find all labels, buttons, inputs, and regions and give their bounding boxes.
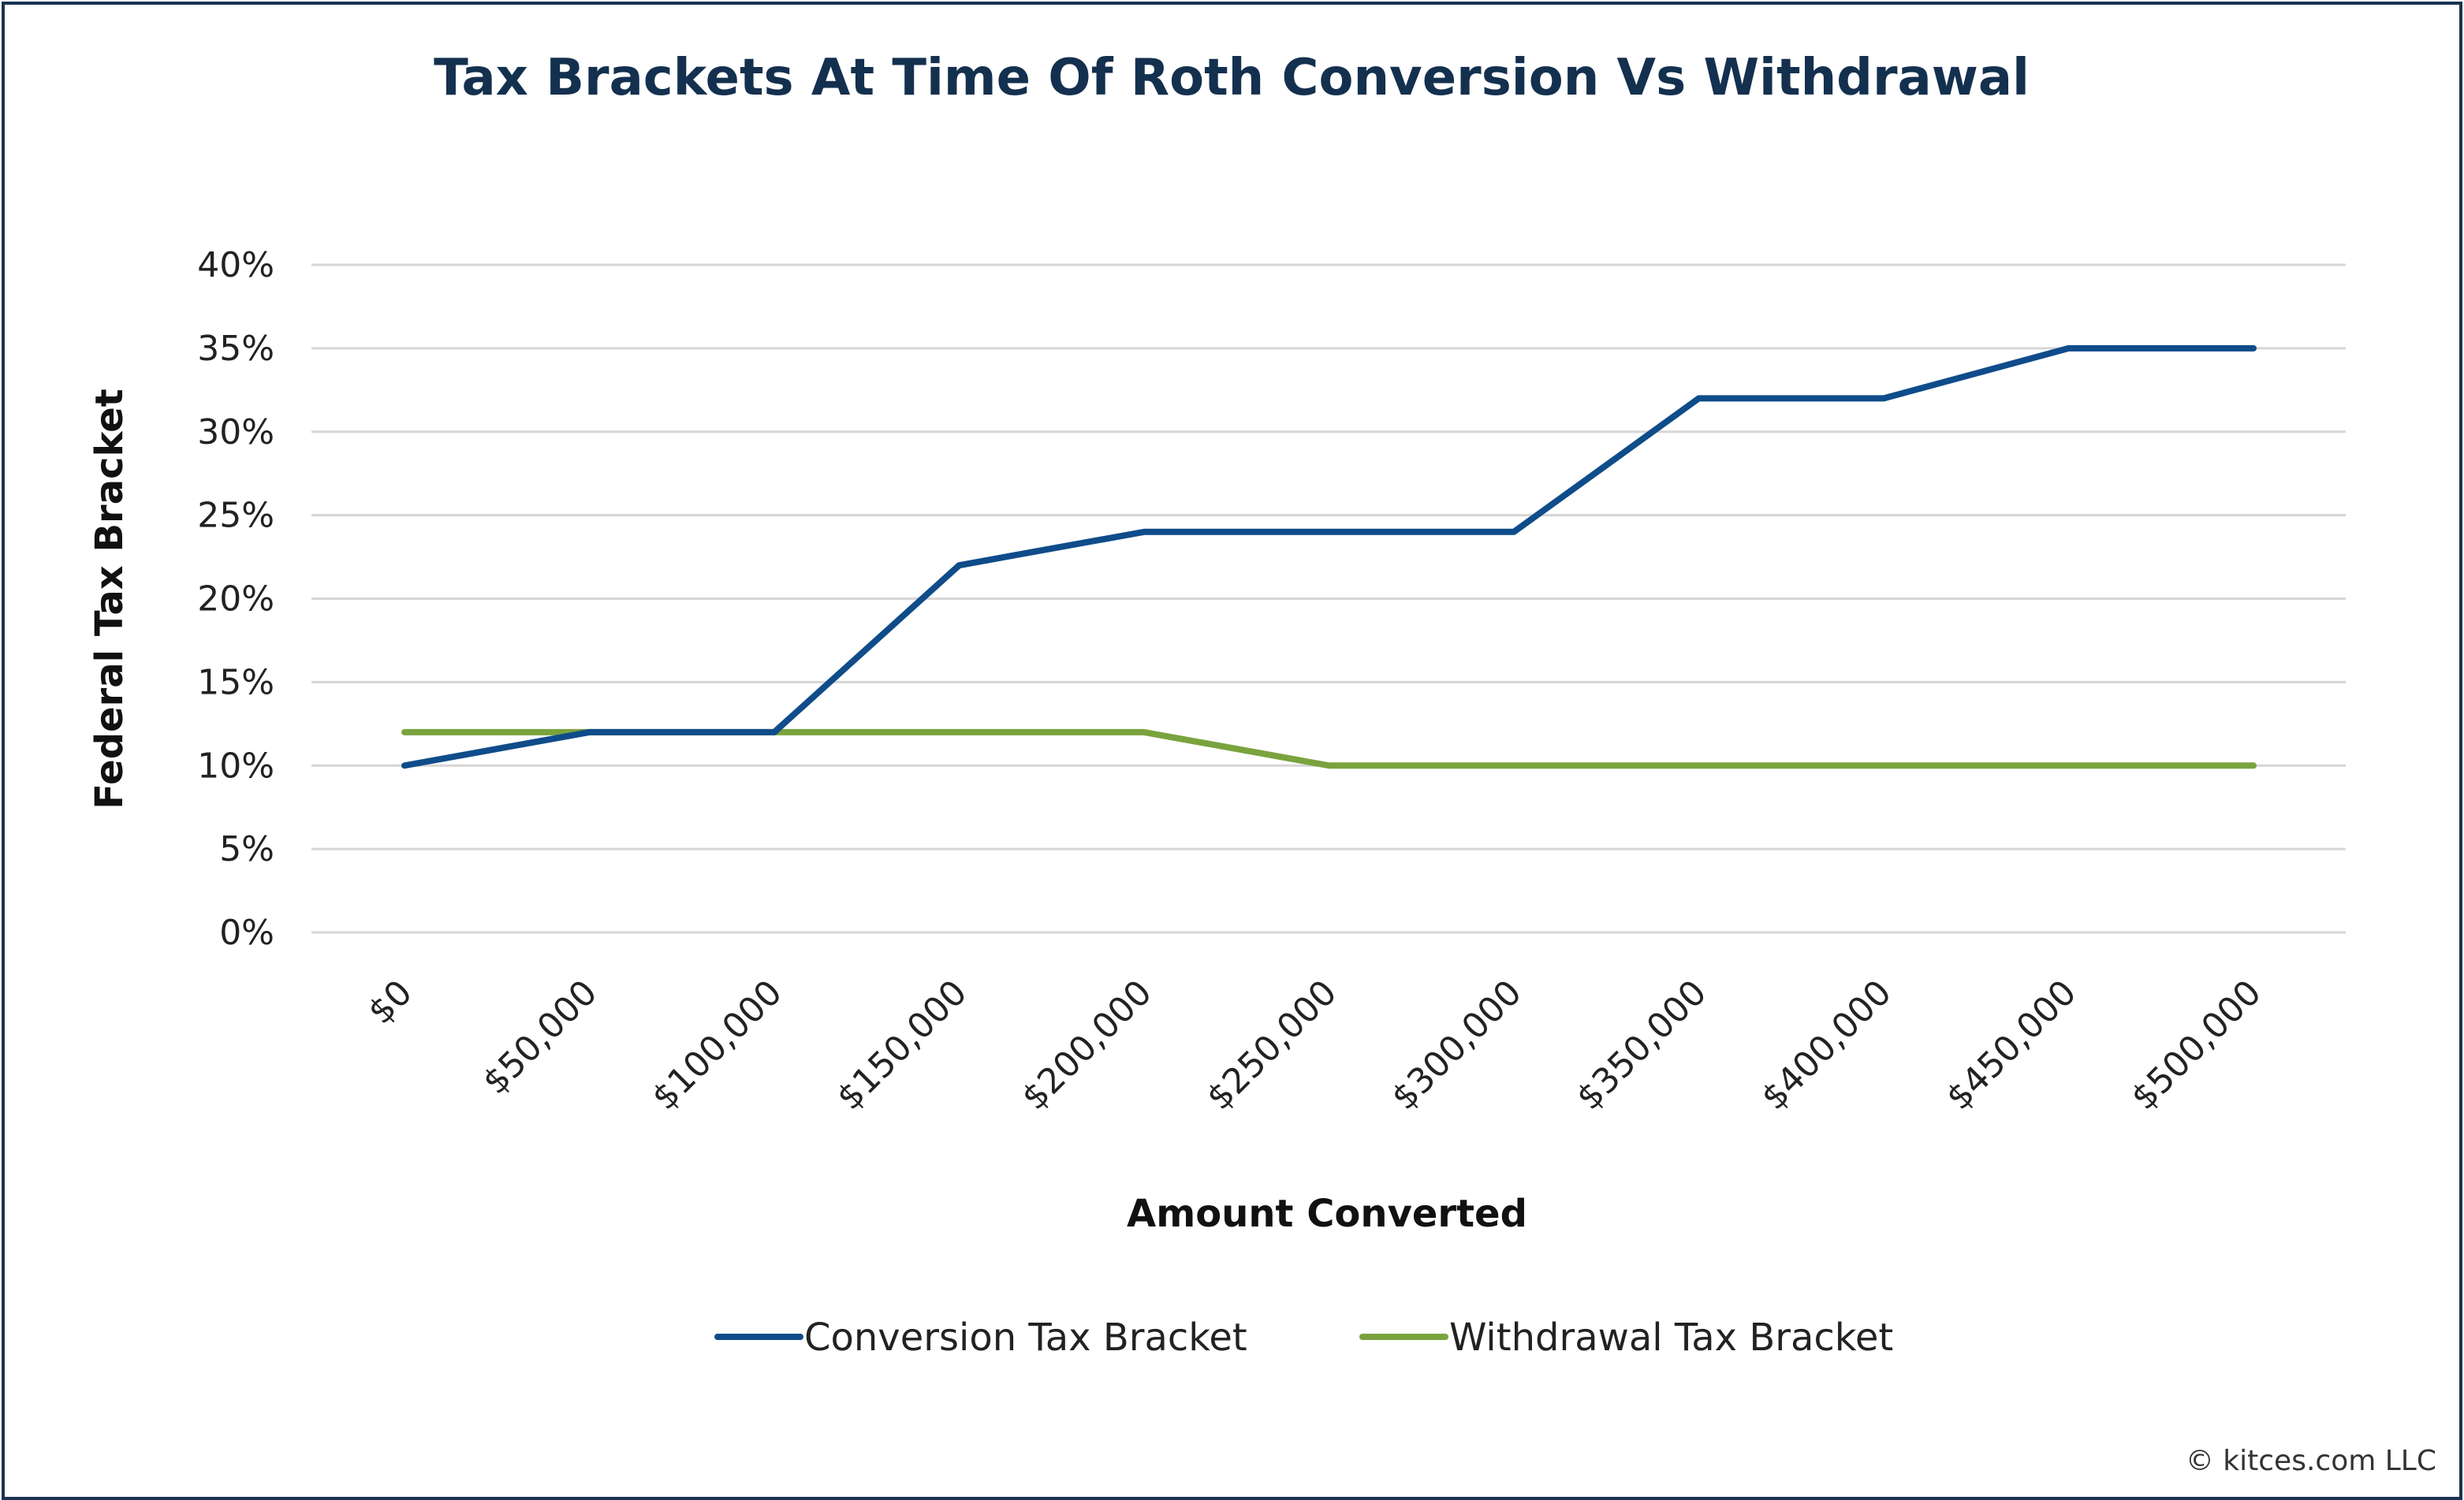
chart-title: Tax Brackets At Time Of Roth Conversion …	[434, 49, 2030, 107]
y-tick-label: 5%	[219, 829, 274, 869]
y-tick-label: 35%	[197, 329, 274, 369]
series-line	[401, 728, 2257, 769]
x-axis-label: Amount Converted	[1127, 1192, 1527, 1236]
x-tick-label: $50,000	[475, 973, 606, 1103]
x-tick-label: $300,000	[1384, 973, 1530, 1118]
x-tick-label: $100,000	[644, 973, 790, 1118]
x-tick-label: $400,000	[1754, 973, 1899, 1118]
x-tick-label: $250,000	[1199, 973, 1345, 1118]
y-axis-ticks: 0% 5% 10% 15% 20% 25% 30% 35% 40%	[197, 245, 274, 953]
y-tick-label: 25%	[197, 496, 274, 536]
x-tick-label: $150,000	[829, 973, 975, 1118]
series-lines	[401, 344, 2257, 769]
x-tick-label: $0	[360, 973, 420, 1033]
x-tick-label: $450,000	[1939, 973, 2085, 1118]
x-tick-label: $200,000	[1014, 973, 1160, 1118]
series-line	[401, 344, 2257, 769]
y-tick-label: 40%	[197, 245, 274, 285]
legend: Conversion Tax Bracket Withdrawal Tax Bra…	[714, 1316, 1893, 1360]
gridlines	[311, 263, 2346, 934]
x-axis-ticks: $0 $50,000 $100,000 $150,000 $200,000 $250,00…	[360, 973, 2269, 1118]
copyright-note: © kitces.com LLC	[2186, 1445, 2436, 1477]
x-tick-label: $500,000	[2123, 973, 2269, 1118]
y-axis-label: Federal Tax Bracket	[88, 389, 132, 809]
legend-label: Withdrawal Tax Bracket	[1449, 1316, 1893, 1360]
y-tick-label: 15%	[197, 662, 274, 702]
y-tick-label: 30%	[197, 412, 274, 452]
x-tick-label: $350,000	[1569, 973, 1715, 1118]
y-tick-label: 10%	[197, 746, 274, 786]
y-tick-label: 20%	[197, 579, 274, 620]
legend-label: Conversion Tax Bracket	[804, 1316, 1247, 1360]
y-tick-label: 0%	[219, 913, 274, 953]
